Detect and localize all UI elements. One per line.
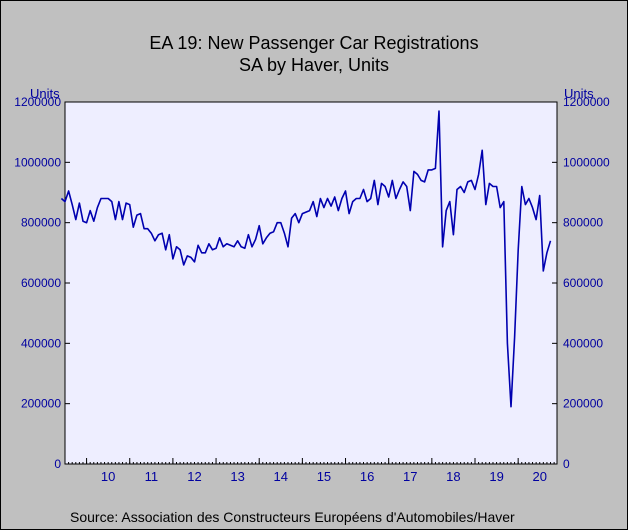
x-tick-label: 18 xyxy=(446,469,460,484)
x-tick-label: 19 xyxy=(489,469,503,484)
plot-area xyxy=(64,101,558,465)
y-tick-label-right: 400000 xyxy=(563,336,603,350)
x-tick-label: 15 xyxy=(317,469,331,484)
y-tick-label-right: 600000 xyxy=(563,276,603,290)
y-tick-label-left: 1000000 xyxy=(14,155,61,169)
x-tick-label: 20 xyxy=(533,469,547,484)
y-tick-label-right: 200000 xyxy=(563,397,603,411)
y-tick-label-right: 1200000 xyxy=(563,95,610,109)
y-tick-label-left: 1200000 xyxy=(14,95,61,109)
x-tick-label: 10 xyxy=(101,469,115,484)
left-axis-units-label: Units xyxy=(30,86,60,101)
y-tick-label-left: 200000 xyxy=(21,397,61,411)
x-tick-label: 14 xyxy=(274,469,288,484)
source-note: Source: Association des Constructeurs Eu… xyxy=(70,509,515,525)
chart-title: EA 19: New Passenger Car Registrations xyxy=(149,33,479,53)
y-tick-label-right: 0 xyxy=(563,457,570,471)
x-tick-label: 13 xyxy=(230,469,244,484)
y-tick-label-left: 400000 xyxy=(21,336,61,350)
series-line xyxy=(60,110,552,408)
x-tick-label: 11 xyxy=(145,469,159,484)
y-tick-label-left: 0 xyxy=(54,457,61,471)
x-tick-label: 16 xyxy=(360,469,374,484)
y-tick-label-left: 800000 xyxy=(21,216,61,230)
y-tick-label-left: 600000 xyxy=(21,276,61,290)
x-tick-label: 12 xyxy=(187,469,201,484)
x-tick-label: 17 xyxy=(403,469,417,484)
y-tick-label-right: 800000 xyxy=(563,216,603,230)
chart-subtitle: SA by Haver, Units xyxy=(238,55,390,75)
y-tick-label-right: 1000000 xyxy=(563,155,610,169)
right-axis-units-label: Units xyxy=(564,86,594,101)
